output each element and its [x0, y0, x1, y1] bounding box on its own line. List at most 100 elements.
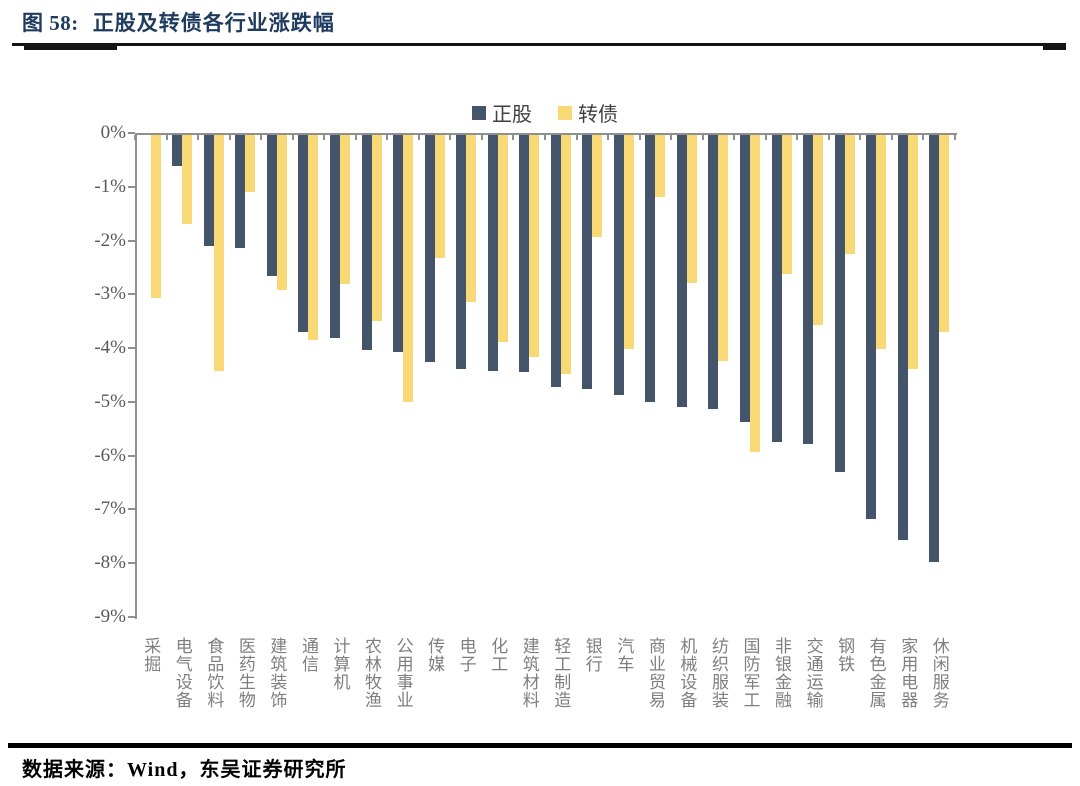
bar-bond: [718, 135, 729, 362]
x-axis-tick: [291, 135, 294, 140]
legend-swatch-bond: [558, 105, 572, 120]
bar-bond: [182, 135, 193, 224]
category-label: 通信: [298, 637, 318, 673]
category-label: 钢铁: [835, 637, 855, 673]
y-axis-tick: [128, 454, 135, 457]
bar-bond: [844, 135, 855, 254]
y-axis-tick: [128, 185, 135, 188]
bar-bond: [371, 135, 382, 321]
bar-stock: [708, 135, 719, 409]
y-axis-tick: [128, 400, 135, 403]
category-label: 化工: [488, 637, 508, 673]
x-axis-tick: [544, 135, 546, 140]
x-axis-tick: [575, 135, 578, 140]
category-label: 休闲服务: [929, 637, 949, 709]
y-axis-tick-label: 0%: [100, 122, 126, 143]
bar-stock: [929, 135, 940, 562]
title-divider-accent-right: [1043, 46, 1066, 50]
y-axis-tick: [128, 293, 135, 296]
bar-bond: [245, 135, 256, 192]
bar-stock: [803, 135, 814, 444]
x-axis-tick: [480, 135, 483, 140]
x-axis-tick: [954, 135, 956, 140]
bar-stock: [330, 135, 340, 339]
x-axis-tick: [260, 135, 263, 140]
x-axis-tick: [512, 135, 515, 140]
figure-title-text: 正股及转债各行业涨跌幅: [92, 11, 335, 35]
x-axis-tick: [417, 135, 420, 140]
bar-bond: [939, 135, 950, 333]
bar-stock: [676, 135, 687, 408]
bar-stock: [456, 135, 467, 370]
x-axis-tick: [449, 135, 452, 140]
y-axis-tick-label: -5%: [94, 390, 126, 412]
bar-stock: [866, 135, 877, 519]
category-label: 交通运输: [803, 637, 823, 709]
y-axis-tick: [128, 239, 135, 242]
category-label: 有色金属: [866, 637, 886, 709]
y-axis-tick-label: -8%: [94, 552, 126, 574]
category-label: 机械设备: [677, 637, 697, 709]
category-label: 公用事业: [393, 637, 413, 709]
data-source-text: 数据来源：Wind，东吴证券研究所: [22, 759, 347, 781]
bar-bond: [781, 135, 792, 274]
bar-bond: [308, 135, 319, 341]
y-axis-tick: [128, 132, 135, 134]
category-label: 计算机: [330, 637, 350, 691]
bar-stock: [897, 135, 908, 541]
category-label: 汽车: [614, 637, 634, 673]
category-label: 建筑材料: [519, 637, 539, 709]
y-axis-tick-label: -1%: [94, 175, 126, 197]
y-axis-tick-label: -3%: [94, 283, 126, 305]
x-axis-tick: [638, 135, 641, 140]
y-axis-tick-label: -4%: [94, 337, 126, 359]
y-axis-tick: [128, 562, 135, 565]
bar-bond: [276, 135, 287, 291]
bar-stock: [613, 135, 624, 396]
legend-item: 转债: [558, 98, 618, 127]
title-divider-accent-left: [24, 46, 117, 50]
category-label: 国防军工: [740, 637, 760, 709]
legend-swatch-stock: [472, 105, 486, 120]
bar-stock: [519, 135, 530, 372]
bar-stock: [361, 135, 372, 351]
bar-bond: [907, 135, 918, 369]
y-axis-tick: [128, 508, 135, 511]
category-label: 传媒: [425, 637, 445, 673]
figure-title: 图 58: 正股及转债各行业涨跌幅: [22, 7, 335, 37]
bar-stock: [834, 135, 845, 473]
category-label: 家用电器: [898, 637, 918, 709]
bar-stock: [298, 135, 309, 332]
bar-bond: [434, 135, 445, 258]
legend-item: 正股: [472, 98, 532, 127]
y-axis-tick-label: -2%: [94, 229, 126, 251]
x-axis-tick: [890, 135, 893, 140]
x-axis-tick: [165, 135, 168, 140]
x-axis-tick: [764, 135, 767, 140]
bar-stock: [550, 135, 561, 388]
bar-bond: [750, 135, 760, 453]
bar-bond: [813, 135, 824, 326]
footer-divider-line: [8, 743, 1072, 748]
bar-bond: [340, 135, 350, 284]
category-label: 电气设备: [172, 637, 192, 709]
x-axis-tick: [796, 135, 799, 140]
y-axis-tick-label: -7%: [94, 498, 126, 520]
category-label: 银行: [582, 637, 602, 673]
legend-label: 转债: [578, 104, 618, 126]
bar-bond: [466, 135, 477, 303]
bar-bond: [150, 135, 161, 298]
x-axis-tick: [228, 135, 231, 140]
bar-bond: [403, 135, 414, 403]
bar-stock: [582, 135, 593, 389]
bar-bond: [655, 135, 666, 197]
bar-stock: [266, 135, 277, 277]
x-axis-tick: [197, 135, 200, 140]
x-axis-tick: [827, 135, 830, 140]
y-axis-tick: [128, 347, 135, 350]
y-axis-tick-label: -9%: [94, 606, 126, 627]
bar-stock: [424, 135, 435, 362]
x-axis-tick: [134, 135, 136, 140]
bar-stock: [235, 135, 246, 249]
